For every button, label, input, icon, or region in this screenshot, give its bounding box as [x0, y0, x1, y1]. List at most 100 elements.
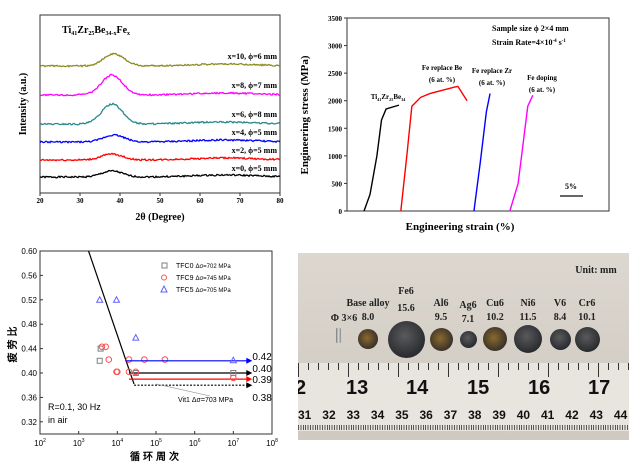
ruler-inch-label: 31 [298, 408, 312, 422]
ruler-tick [358, 363, 359, 370]
ruler-tick [588, 363, 589, 370]
series-label: Fe replace Zr [472, 67, 512, 75]
marker-square [96, 357, 103, 364]
xrd-curve [39, 73, 281, 97]
text-part: -1 [562, 39, 567, 44]
ruler-cm-label: 2 [298, 377, 307, 399]
ruler-tick [598, 363, 599, 377]
ruler-tick [328, 363, 329, 370]
ruler-inch-label: 32 [322, 408, 336, 422]
legend-stress: Δσ=702 MPa [195, 264, 231, 270]
ruler-inch-label: 39 [492, 408, 506, 422]
text-part: -4 [552, 39, 557, 44]
ruler-tick [368, 363, 369, 370]
condition-note: in air [48, 415, 68, 425]
exponent: 7 [236, 438, 239, 444]
exponent: 3 [82, 438, 85, 444]
ruler-inch-label: 44 [613, 408, 628, 422]
arrow-head [246, 376, 253, 383]
ruler-inch-label: 38 [468, 408, 482, 422]
ruler-tick [558, 363, 559, 370]
ruler-tick [388, 363, 389, 370]
ruler-cm-label: 13 [346, 377, 369, 399]
marker-circle [102, 343, 109, 351]
text-part: Ti [62, 25, 71, 36]
sample-diameter: 15.6 [397, 303, 415, 314]
marker-triangle [229, 356, 238, 364]
y-tick-label: 0.36 [21, 393, 37, 402]
text-part: Ti [371, 93, 378, 101]
series-label: x=0, ϕ=5 mm [232, 164, 278, 173]
xrd-curve [39, 52, 281, 68]
ruler-tick [458, 363, 459, 370]
marker-circle [114, 368, 121, 376]
subscript: 25 [389, 97, 393, 102]
sample-name: Ni6 [520, 298, 536, 309]
marker-triangle [112, 295, 121, 303]
xrd-curve [39, 133, 281, 144]
ruler-inch-label: 43 [589, 408, 603, 422]
text-part: s [557, 38, 562, 47]
marker-circle [132, 368, 140, 376]
sample-disc [358, 329, 378, 349]
y-tick-label: 1000 [328, 153, 343, 161]
x-tick-label: 103 [73, 438, 85, 448]
text-part: Be [94, 25, 106, 36]
xrd-curve [39, 102, 281, 126]
ruler-tick [408, 363, 409, 370]
exponent: 8 [275, 438, 278, 444]
unit-label: Unit: mm [575, 265, 617, 276]
text-part: Strain Rate=4×10 [492, 38, 552, 47]
y-tick-label: 1500 [328, 125, 343, 133]
sample-disc [459, 330, 477, 348]
ruler-tick [468, 363, 469, 370]
ruler-tick [338, 363, 339, 370]
sample-name: Ag6 [459, 300, 477, 311]
sample-photo: 2 13 14 15 16 17 31 32 33 34 35 36 37 38 39 40 41 42 43 44 U… [298, 253, 629, 440]
x-tick-label: 70 [237, 197, 245, 205]
x-tick-label: 106 [189, 438, 201, 448]
chart-title: Ti41Zr25Be34-xFex [62, 25, 130, 37]
y-tick-label: 0.60 [21, 247, 37, 256]
trend-line [87, 250, 135, 385]
y-tick-label: 3000 [328, 43, 343, 51]
ruler: 2 13 14 15 16 17 31 32 33 34 35 36 37 38 39 40 41 42 43 44 [298, 363, 629, 431]
sample-name: Al6 [433, 298, 449, 309]
y-tick-label: 2500 [328, 70, 343, 78]
leader-line [155, 383, 211, 397]
stress-strain-curve [473, 93, 491, 212]
series-label: Ti41Zr25Be34 [371, 93, 407, 102]
x-tick-label: 105 [150, 438, 162, 448]
subscript: 41 [71, 31, 77, 37]
x-tick-label: 104 [111, 438, 123, 448]
y-axis-label: Engineering stress (MPa) [299, 55, 311, 174]
ruler-tick [318, 363, 319, 370]
ruler-fine-ticks [298, 425, 629, 430]
ruler-tick [568, 363, 569, 370]
subscript: x [127, 31, 130, 37]
y-tick-label: 0.44 [21, 345, 37, 354]
x-tick-label: 60 [197, 197, 205, 205]
ruler-cm-label: 17 [588, 377, 611, 399]
ruler-cm-label: 15 [467, 377, 490, 399]
series-sublabel: (6 at. %) [429, 76, 456, 84]
sample-diameter: 7.1 [461, 314, 475, 325]
sample-name: Cr6 [578, 298, 596, 309]
subscript: 41 [377, 97, 381, 102]
series-label: x=8, ϕ=7 mm [232, 81, 278, 90]
plot-frame [346, 17, 610, 212]
y-tick-label: 0.56 [21, 271, 37, 280]
series-label: x=4, ϕ=5 mm [232, 128, 278, 137]
sample-name: Base alloy [346, 298, 390, 309]
ruler-tick [578, 363, 579, 370]
sample-diameter: 9.5 [434, 312, 448, 323]
y-tick-label: 0.48 [21, 320, 37, 329]
sample-diameter: 8.0 [361, 312, 375, 323]
subscript: 25 [88, 31, 94, 37]
x-tick-label: 50 [157, 197, 165, 205]
ruler-tick [448, 363, 449, 377]
series-label: x=2, ϕ=5 mm [232, 146, 278, 155]
legend-label: TFC0 Δσ=702 MPa [176, 263, 231, 270]
exponent: 5 [159, 438, 162, 444]
ruler-tick [428, 363, 429, 370]
